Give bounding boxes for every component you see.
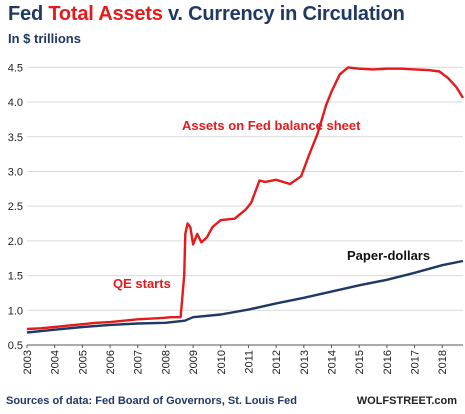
y-tick-label: 1.5 xyxy=(8,271,23,283)
x-tick-label: 2010 xyxy=(216,350,228,374)
y-tick-label: 2.5 xyxy=(8,201,23,213)
x-tick-label: 2006 xyxy=(105,350,117,374)
chart-subtitle: In $ trillions xyxy=(8,31,81,46)
x-tick-label: 2004 xyxy=(50,350,62,374)
series-lines xyxy=(26,66,465,334)
y-axis: 0.5 1.0 1.5 2.0 2.5 3.0 3.5 4.0 4.5 xyxy=(8,62,23,352)
x-tick-label: 2015 xyxy=(354,350,366,374)
x-tick-label: 2008 xyxy=(160,350,172,374)
x-tick-label: 2005 xyxy=(77,350,89,374)
x-tick-label: 2012 xyxy=(271,350,283,374)
title-prefix: Fed xyxy=(8,3,49,25)
x-axis: 2003 2004 2005 2006 2007 2008 2009 2010 2011 2012… xyxy=(22,344,463,374)
paper-dollars-label: Paper-dollars xyxy=(347,248,430,263)
y-tick-label: 0.5 xyxy=(8,340,23,352)
chart-title: Fed Total Assets v. Currency in Circulat… xyxy=(8,3,405,26)
y-tick-label: 4.5 xyxy=(8,62,23,74)
assets-label: Assets on Fed balance sheet xyxy=(182,118,361,133)
y-tick-label: 3.0 xyxy=(8,166,23,178)
currency-line xyxy=(26,259,464,334)
source-note: Sources of data: Fed Board of Governors,… xyxy=(6,395,297,407)
title-suffix: v. Currency in Circulation xyxy=(162,3,405,25)
x-tick-label: 2007 xyxy=(133,350,145,374)
brand-label: WOLFSTREET.com xyxy=(356,395,457,407)
x-tick-label: 2018 xyxy=(437,350,449,374)
qe-starts-label: QE starts xyxy=(113,276,171,291)
y-tick-label: 1.0 xyxy=(8,305,23,317)
y-tick-label: 2.0 xyxy=(8,236,23,248)
y-tick-label: 4.0 xyxy=(8,97,23,109)
y-tick-label: 3.5 xyxy=(8,132,23,144)
title-highlight: Total Assets xyxy=(48,3,163,25)
gridlines xyxy=(27,66,463,346)
x-tick-label: 2011 xyxy=(243,350,255,374)
x-tick-label: 2013 xyxy=(299,350,311,374)
x-tick-label: 2003 xyxy=(22,350,34,374)
x-tick-label: 2014 xyxy=(327,350,339,374)
x-tick-label: 2017 xyxy=(410,350,422,374)
assets-line xyxy=(26,66,465,331)
x-tick-label: 2009 xyxy=(188,350,200,374)
x-tick-label: 2016 xyxy=(382,350,394,374)
